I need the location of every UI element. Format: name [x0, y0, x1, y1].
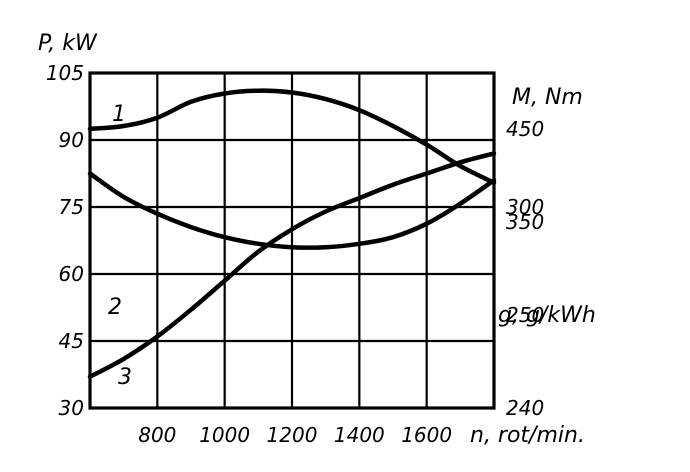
right-tick-label-consumption: 240 [506, 396, 544, 420]
x-tick-label: 1400 [334, 423, 385, 447]
left-tick-label: 105 [46, 61, 84, 85]
x-tick-label: 1000 [199, 423, 250, 447]
right-tick-label-torque: 450 [506, 117, 544, 141]
power-curve-3 [87, 151, 497, 379]
x-tick-label: 1200 [267, 423, 318, 447]
curve-label-2: 2 [108, 295, 122, 320]
left-tick-label: 75 [59, 195, 84, 219]
x-tick-label: 800 [138, 423, 176, 447]
curve-label-1: 1 [112, 102, 126, 127]
left-axis-label: P, kW [38, 31, 98, 56]
x-axis-label: n, rot/min. [470, 423, 585, 448]
series-curves [87, 88, 497, 379]
tick-labels: 30 45 60 75 90 105 800 1000 1200 1400 1600 250 350 45… [46, 61, 544, 447]
right-tick-label-torque: 350 [506, 210, 544, 234]
curve-label-3: 3 [118, 365, 132, 390]
plot-frame [88, 71, 496, 410]
x-tick-label: 1600 [401, 423, 452, 447]
left-tick-label: 90 [59, 128, 84, 152]
grid [90, 73, 494, 408]
right-tick-label-torque: 250 [506, 303, 544, 327]
right-axis-label-torque: M, Nm [512, 85, 583, 110]
right-axis-label-consumption: g, g/kWh [498, 303, 596, 328]
torque-curve-1 [87, 88, 497, 186]
left-tick-label: 30 [59, 396, 84, 420]
right-tick-label-consumption: 300 [506, 195, 544, 219]
consumption-curve-2 [87, 171, 497, 250]
left-tick-label: 60 [59, 262, 84, 286]
left-tick-label: 45 [59, 329, 84, 353]
